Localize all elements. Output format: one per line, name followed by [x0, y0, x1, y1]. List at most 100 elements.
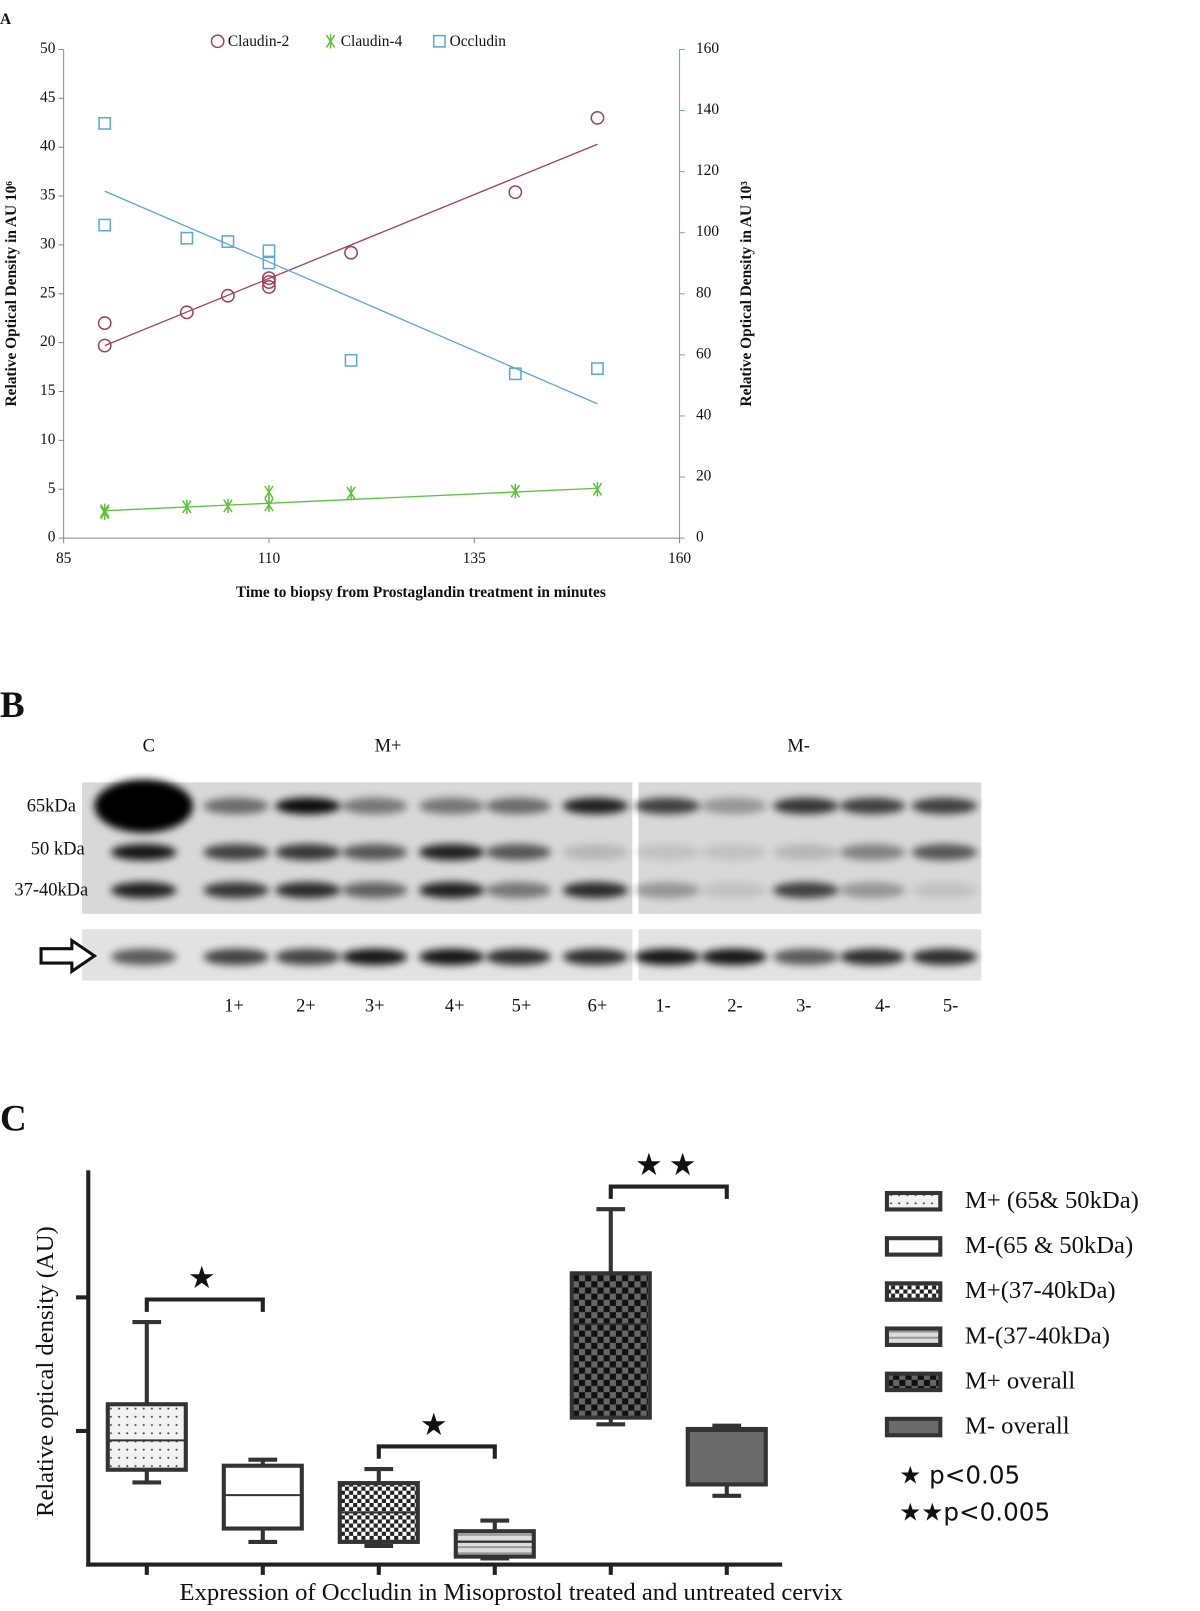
- y-tick-label: 40: [40, 138, 56, 155]
- panel-label: B: [0, 684, 25, 725]
- marker-label: 50 kDa: [31, 838, 85, 858]
- band: [911, 881, 978, 899]
- lane-label: 3+: [365, 995, 385, 1015]
- band: [634, 881, 701, 899]
- legend-label: M-(37-40kDa): [965, 1322, 1110, 1349]
- significance-bracket: [144, 1297, 265, 1312]
- y2-tick-label: 40: [696, 406, 712, 423]
- legend-swatch: [884, 1236, 943, 1257]
- band: [94, 779, 193, 833]
- band: [418, 843, 485, 861]
- lane-label: 4-: [875, 995, 890, 1015]
- y2-tick-label: 0: [696, 529, 704, 546]
- point: [180, 231, 194, 245]
- legend-label: M+ (65& 50kDa): [965, 1187, 1139, 1214]
- band: [772, 881, 839, 899]
- band: [772, 948, 839, 966]
- point: [264, 484, 274, 500]
- y2-tick-label: 20: [696, 468, 712, 485]
- point: [344, 353, 358, 367]
- band: [562, 843, 629, 861]
- band: [701, 881, 767, 899]
- x-tick-label: 135: [463, 550, 486, 567]
- band: [203, 881, 269, 899]
- lane-label: 5+: [512, 995, 532, 1015]
- y-tick-label: 50: [40, 40, 56, 57]
- group-label: M-: [787, 736, 810, 756]
- band: [418, 948, 485, 966]
- y-tick-label: 25: [40, 284, 56, 301]
- group-label: C: [143, 736, 155, 756]
- x-tick-label: 110: [258, 550, 281, 567]
- band: [110, 948, 177, 966]
- legend-swatch: [884, 1190, 943, 1212]
- band: [839, 948, 906, 966]
- legend-label: M-(65 & 50kDa): [965, 1232, 1133, 1259]
- y2-tick-label: 160: [696, 40, 719, 57]
- trend-line: [104, 143, 598, 347]
- point: [344, 245, 358, 260]
- band: [911, 797, 978, 815]
- legend-swatch: [884, 1371, 943, 1393]
- band: [634, 797, 701, 815]
- legend-label: M- overall: [965, 1413, 1070, 1440]
- band: [418, 797, 485, 815]
- panel-b: B C M+ M- 65kDa 50 kDa 37-40kDa 1+ 2+ 3+ 4+ 5+ 6+ 1-…: [0, 684, 982, 1015]
- point: [262, 244, 276, 258]
- band: [701, 948, 767, 966]
- legend-swatch: [884, 1281, 943, 1302]
- point: [182, 499, 192, 515]
- point: [592, 482, 603, 497]
- legend-label: Claudin-2: [228, 33, 290, 50]
- band: [634, 948, 701, 966]
- band: [839, 881, 906, 899]
- panel-label: C: [0, 1098, 27, 1139]
- legend-swatch: [884, 1326, 943, 1347]
- note: ★ p<0.05: [899, 1460, 1020, 1489]
- band: [275, 843, 341, 861]
- point: [508, 185, 523, 200]
- y-tick-label: 35: [40, 187, 56, 204]
- lane-label: 1+: [224, 995, 244, 1015]
- y-axis-title: Relative optical density (AU): [32, 1226, 59, 1517]
- band: [485, 881, 552, 899]
- band: [911, 948, 978, 966]
- x-axis-title: Time to biopsy from Prostaglandin treatm…: [236, 584, 606, 601]
- band: [634, 843, 701, 861]
- point: [346, 485, 356, 501]
- y-tick-label: 20: [40, 333, 56, 350]
- box: [221, 1463, 304, 1531]
- band: [562, 881, 629, 899]
- point: [97, 316, 112, 331]
- point: [220, 288, 235, 303]
- y-tick-label: 0: [48, 529, 56, 546]
- band: [772, 797, 839, 815]
- lane-label: 4+: [445, 995, 465, 1015]
- significance-marker: ★★: [635, 1148, 703, 1182]
- significance-marker: ★: [420, 1408, 454, 1442]
- y2-tick-label: 120: [696, 162, 719, 179]
- band: [275, 881, 341, 899]
- point: [98, 116, 112, 130]
- band: [562, 948, 629, 966]
- legend-label: M+ overall: [965, 1368, 1075, 1395]
- point: [508, 367, 522, 381]
- y2-axis-title: Relative Optical Density in AU 10³: [738, 181, 755, 407]
- band: [839, 843, 906, 861]
- significance-bracket: [376, 1444, 497, 1459]
- point: [262, 271, 276, 286]
- y-tick-label: 10: [40, 431, 56, 448]
- legend-marker: [325, 34, 336, 49]
- point: [179, 305, 194, 320]
- band: [275, 797, 341, 815]
- band: [485, 948, 552, 966]
- lane-label: 5-: [943, 995, 958, 1015]
- x-tick-label: 160: [668, 550, 691, 567]
- y-tick-label: 5: [48, 480, 56, 497]
- arrow: [39, 937, 98, 975]
- point: [98, 218, 112, 232]
- box: [105, 1402, 188, 1472]
- point: [221, 235, 235, 248]
- legend-label: Occludin: [450, 33, 507, 50]
- y-tick-label: 30: [40, 235, 56, 252]
